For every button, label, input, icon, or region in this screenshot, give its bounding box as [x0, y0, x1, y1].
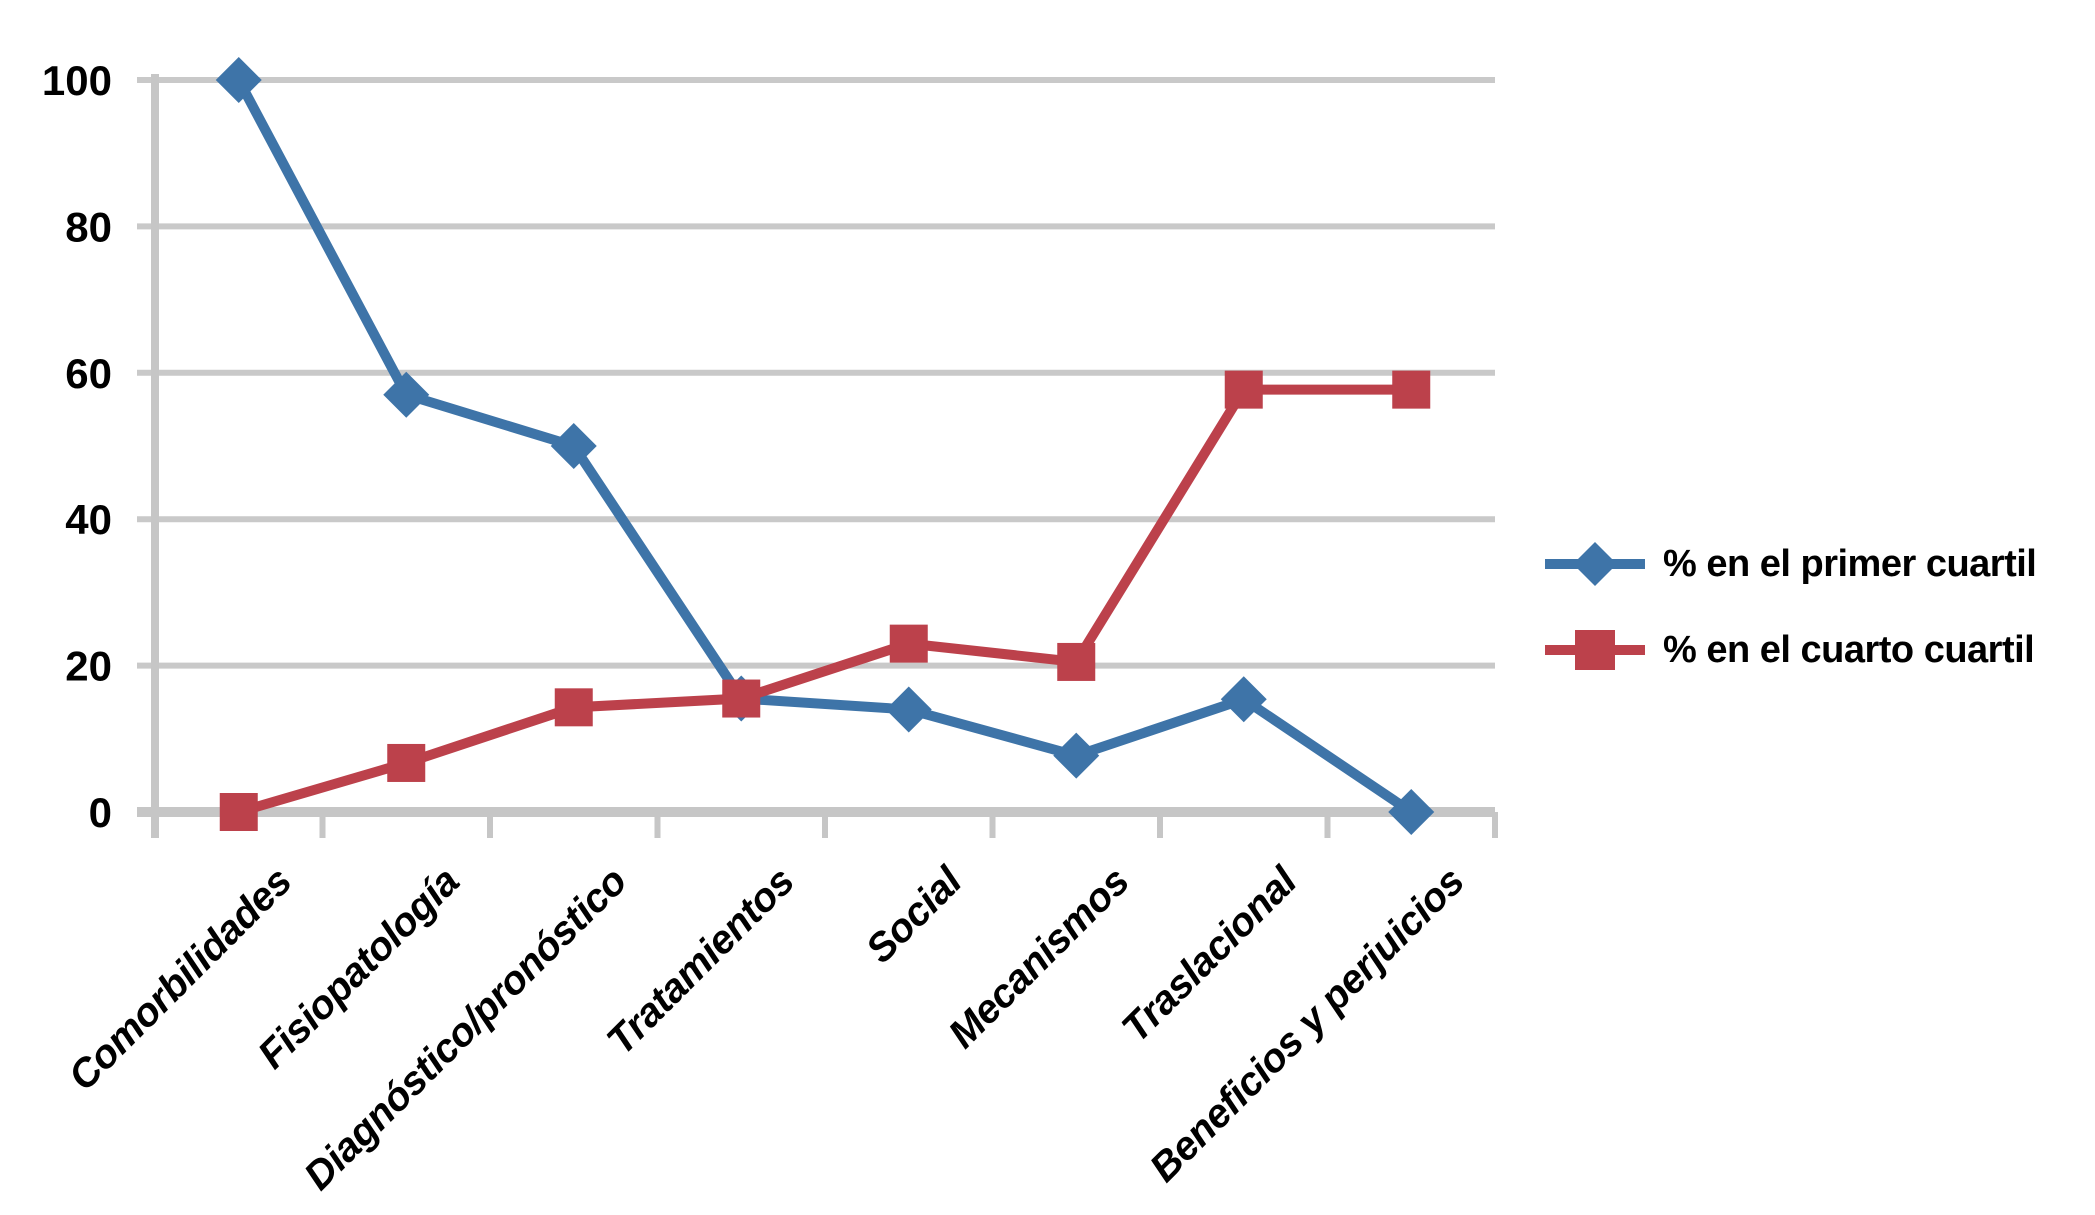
y-tick-label: 60: [65, 350, 112, 397]
legend-label-cuarto-cuartil: % en el cuarto cuartil: [1663, 629, 2035, 671]
square-marker: [1224, 370, 1263, 409]
x-category-label: Diagnóstico/pronóstico: [296, 859, 635, 1198]
x-category-label: Mecanismos: [940, 859, 1137, 1056]
y-tick-label: 0: [89, 789, 112, 836]
diamond-marker: [215, 57, 262, 103]
diamond-marker: [1053, 732, 1100, 779]
legend-item-cuarto-cuartil: % en el cuarto cuartil: [1545, 626, 2036, 674]
square-marker: [387, 743, 426, 782]
diamond-marker: [383, 371, 430, 418]
diamond-marker: [1220, 676, 1267, 723]
square-marker-icon: [1545, 630, 1645, 670]
diamond-marker: [550, 423, 597, 469]
legend-item-primer-cuartil: % en el primer cuartil: [1545, 540, 2037, 588]
y-tick-label: 40: [65, 496, 112, 543]
x-category-label: Beneficios y perjuicios: [1142, 859, 1473, 1190]
square-marker: [1057, 642, 1096, 681]
square-marker: [1392, 370, 1431, 409]
square-marker: [554, 688, 593, 727]
series-line-cuarto-cuartil: [237, 384, 1412, 817]
square-marker: [889, 624, 928, 663]
diamond-marker-icon: [1545, 542, 1645, 586]
y-tick-label: 100: [42, 57, 112, 104]
square-marker: [722, 679, 761, 718]
x-category-label: Traslacional: [1114, 858, 1306, 1050]
series-line-primer-cuartil: [234, 77, 1415, 817]
legend-label-primer-cuartil: % en el primer cuartil: [1663, 543, 2037, 585]
legend: % en el primer cuartil % en el cuarto cu…: [1545, 540, 2037, 674]
square-marker: [219, 793, 258, 831]
y-tick-label: 20: [65, 643, 112, 690]
y-tick-label: 80: [65, 203, 112, 250]
diamond-marker: [885, 686, 932, 733]
x-category-label: Comorbilidades: [60, 859, 300, 1099]
x-category-label: Social: [858, 858, 971, 971]
diamond-marker: [1388, 789, 1435, 835]
